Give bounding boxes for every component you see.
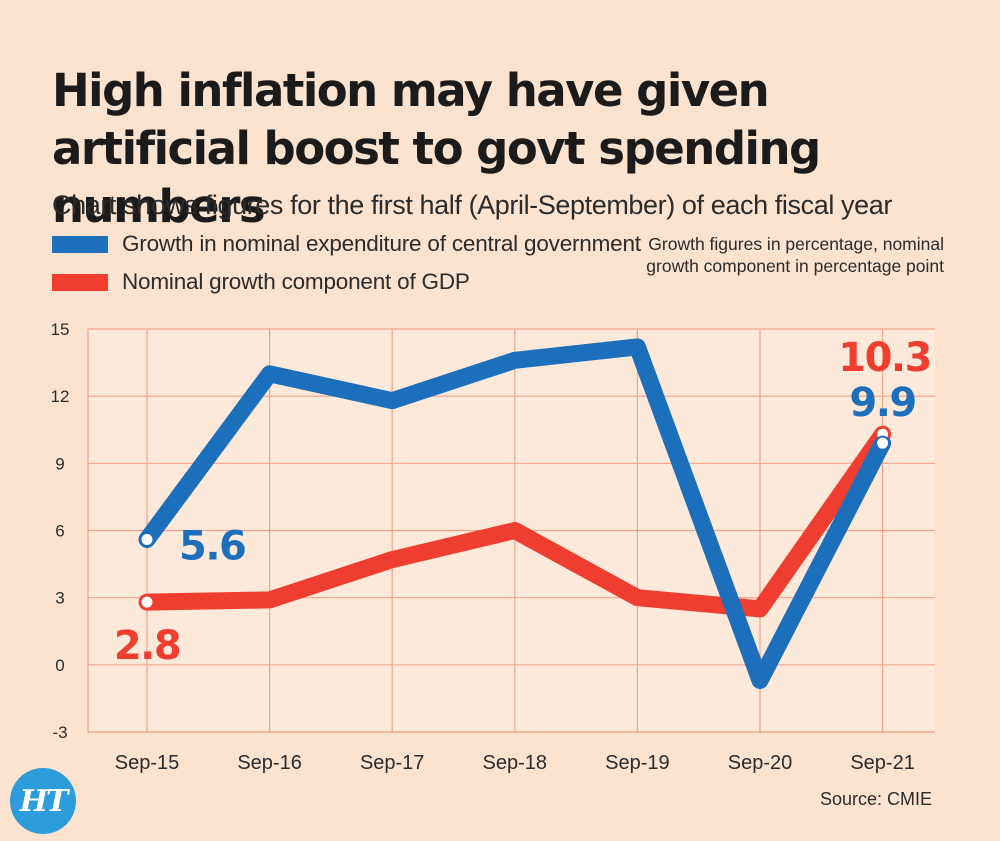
legend-swatch-gdp — [52, 273, 108, 291]
endpoint-marker — [875, 435, 891, 451]
y-tick-label: -3 — [52, 723, 67, 742]
legend-label-expenditure: Growth in nominal expenditure of central… — [122, 231, 641, 256]
series-line-expenditure — [138, 338, 892, 690]
source-note: Source: CMIE — [819, 789, 932, 809]
endpoint-marker — [139, 594, 155, 610]
units-note: Growth figures in percentage, nominal gr… — [646, 234, 944, 276]
x-tick-label: Sep-17 — [360, 752, 425, 774]
data-label: 9.9 — [849, 380, 915, 426]
data-label: 2.8 — [114, 623, 180, 669]
data-label: 5.6 — [179, 523, 245, 569]
x-tick-label: Sep-18 — [483, 752, 548, 774]
chart-title: High inflation may have given artificial… — [52, 64, 821, 233]
ht-logo: HT — [10, 768, 76, 834]
x-tick-label: Sep-16 — [237, 752, 302, 774]
x-tick-label: Sep-15 — [115, 752, 180, 774]
legend-label-gdp: Nominal growth component of GDP — [122, 269, 470, 294]
x-tick-label: Sep-20 — [728, 752, 793, 774]
x-tick-label: Sep-21 — [850, 752, 915, 774]
data-label: 10.3 — [838, 335, 931, 381]
y-tick-label: 15 — [51, 320, 70, 339]
legend-item-expenditure: Growth in nominal expenditure of central… — [52, 231, 641, 257]
series-line-gdp — [138, 425, 892, 618]
legend-item-gdp: Nominal growth component of GDP — [52, 269, 470, 295]
y-tick-label: 0 — [55, 656, 64, 675]
y-tick-label: 9 — [55, 454, 64, 473]
endpoint-marker — [139, 531, 155, 547]
chart-subtitle: Chart shows figures for the first half (… — [52, 190, 892, 220]
y-tick-label: 3 — [55, 589, 64, 608]
y-tick-label: 6 — [55, 522, 64, 541]
x-tick-label: Sep-19 — [605, 752, 670, 774]
y-tick-label: 12 — [51, 387, 70, 406]
legend-swatch-expenditure — [52, 235, 108, 253]
